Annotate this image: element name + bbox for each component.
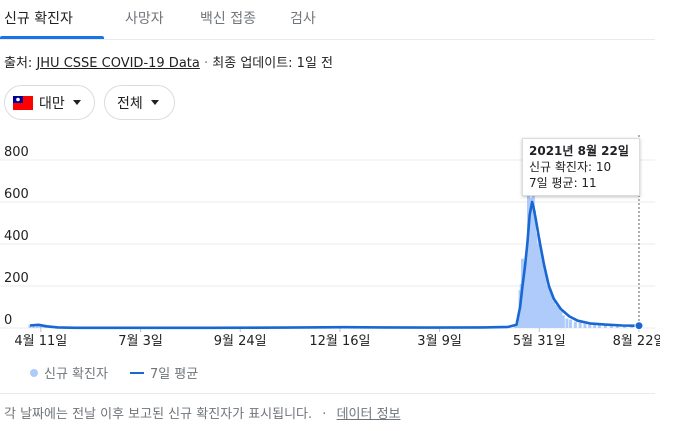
hover-point (634, 321, 644, 331)
x-tick-label: 5월 31일 (513, 334, 566, 349)
case-bar (609, 325, 613, 328)
tab-vaccinations[interactable]: 백신 접종 (200, 11, 256, 27)
case-bar (630, 326, 634, 328)
x-tick-label: 12월 16일 (309, 334, 370, 349)
active-tab-indicator (0, 36, 104, 39)
case-bar (28, 324, 32, 328)
case-bars (28, 176, 641, 328)
x-tick-label: 7월 3일 (118, 334, 163, 349)
y-tick-label-800: 800 (4, 145, 29, 160)
seven-day-average-line (29, 200, 640, 330)
divider (0, 393, 655, 394)
case-bar (615, 325, 619, 328)
y-tick-label-600: 600 (4, 187, 29, 202)
x-tick-label: 8월 22일 (613, 334, 660, 349)
cases-legend-label: 신규 확진자 (44, 367, 108, 382)
x-tick-label: 4월 11일 (14, 334, 67, 349)
tooltip-date: 2021년 8월 22일 (529, 144, 629, 158)
case-bar (573, 321, 577, 328)
case-bar (588, 322, 592, 328)
chevron-down-icon (72, 100, 81, 105)
x-tick-label: 9월 24일 (214, 334, 267, 349)
source-link[interactable]: JHU CSSE COVID-19 Data (36, 56, 200, 71)
tab-tests[interactable]: 검사 (290, 11, 316, 27)
tab-deaths[interactable]: 사망자 (125, 11, 164, 27)
footnote-text: 각 날짜에는 전날 이후 보고된 신규 확진자가 표시됩니다. (4, 407, 313, 422)
chart-legend: 신규 확진자 7일 평균 (30, 363, 198, 382)
case-bar (549, 296, 553, 328)
cases-chart[interactable]: 0 200 400 600 800 4월 11일 7월 3일 9월 24일 12월 16일 3월… (0, 135, 660, 355)
scope-dropdown[interactable]: 전체 (104, 85, 175, 120)
case-bar (565, 318, 569, 328)
region-label: 대만 (39, 95, 65, 112)
data-info-link[interactable]: 데이터 정보 (336, 407, 401, 422)
case-bar (593, 324, 597, 328)
tab-new-cases[interactable]: 신규 확진자 (4, 11, 73, 27)
case-bar (39, 325, 43, 328)
tooltip-average: 7일 평균: 11 (529, 176, 597, 190)
x-axis-ticks: 4월 11일 7월 3일 9월 24일 12월 16일 3월 9일 5월 31일 8월 22… (14, 328, 660, 349)
footnote: 각 날짜에는 전날 이후 보고된 신규 확진자가 표시됩니다. · 데이터 정보 (4, 403, 401, 422)
y-tick-label-200: 200 (4, 271, 29, 286)
tooltip-cases: 신규 확진자: 10 (529, 160, 612, 174)
case-bar (552, 300, 556, 328)
source-line: 출처: JHU CSSE COVID-19 Data · 최종 업데이트: 1일… (4, 52, 333, 71)
cases-legend-swatch (30, 368, 38, 377)
case-bar (513, 325, 517, 328)
case-bar (603, 325, 607, 328)
source-separator: · (199, 56, 213, 71)
case-bar (35, 325, 39, 328)
chart-tooltip: 2021년 8월 22일 신규 확진자: 10 7일 평균: 11 (522, 138, 640, 196)
y-tick-label-0: 0 (4, 313, 12, 328)
case-bar (583, 323, 587, 328)
case-bar (526, 176, 530, 328)
footnote-separator: · (322, 407, 327, 422)
case-bar (42, 326, 46, 328)
tab-bar: 신규 확진자 사망자 백신 접종 검사 (0, 0, 655, 40)
case-bar (569, 319, 573, 328)
case-bar (578, 322, 582, 328)
y-tick-label-400: 400 (4, 229, 29, 244)
taiwan-flag-icon (13, 95, 33, 110)
region-dropdown[interactable]: 대만 (4, 85, 95, 120)
scope-label: 전체 (117, 95, 143, 112)
average-legend-swatch (129, 371, 144, 374)
x-tick-label: 3월 9일 (417, 334, 462, 349)
case-bar (557, 307, 561, 328)
chevron-down-icon (150, 100, 159, 105)
case-bar (561, 315, 565, 328)
y-axis-ticks: 0 200 400 600 800 (4, 145, 29, 328)
case-bar (554, 304, 558, 328)
case-bar (597, 324, 601, 328)
case-bar (559, 311, 563, 328)
average-legend-label: 7일 평균 (149, 367, 199, 382)
last-updated: 최종 업데이트: 1일 전 (212, 56, 333, 71)
source-prefix: 출처: (4, 56, 37, 71)
